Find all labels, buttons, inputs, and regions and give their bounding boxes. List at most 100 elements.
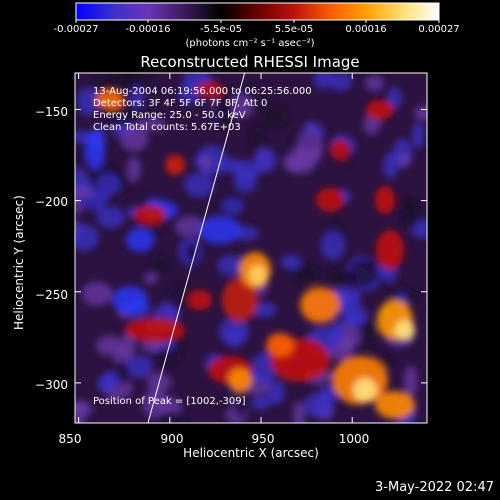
- image-intensity-patch: [328, 321, 344, 345]
- image-intensity-patch: [251, 352, 276, 385]
- image-intensity-patch: [228, 368, 252, 392]
- image-intensity-patch: [403, 365, 418, 396]
- image-intensity-patch: [376, 230, 404, 270]
- image-intensity-patch: [96, 172, 121, 196]
- image-intensity-patch: [320, 230, 346, 261]
- image-intensity-patch: [75, 185, 94, 199]
- image-intensity-patch: [199, 154, 213, 171]
- image-intensity-patch: [125, 318, 185, 342]
- image-intensity-patch: [233, 159, 261, 182]
- image-intensity-patch: [134, 205, 166, 225]
- image-intensity-patch: [212, 98, 233, 129]
- image-intensity-patch: [313, 73, 333, 90]
- image-intensity-patch: [196, 82, 224, 98]
- image-intensity-patch: [76, 87, 100, 116]
- image-intensity-patch: [293, 264, 320, 285]
- image-intensity-patch: [75, 399, 85, 423]
- image-intensity-patch: [165, 155, 185, 175]
- image-intensity-patch: [120, 124, 149, 152]
- image-intensity-patch: [75, 224, 100, 252]
- image-intensity-patch: [300, 287, 340, 323]
- image-intensity-patch: [130, 85, 145, 110]
- datestamp: 3-May-2022 02:47: [375, 480, 494, 495]
- image-intensity-patch: [140, 338, 168, 354]
- image-intensity-patch: [283, 151, 305, 173]
- image-intensity-patch: [174, 215, 204, 237]
- image-intensity-patch: [95, 335, 125, 356]
- plot-title: Reconstructed RHESSI Image: [140, 53, 360, 71]
- image-intensity-patch: [101, 370, 121, 387]
- image-intensity-patch: [254, 147, 277, 173]
- solar-limb-line: [147, 73, 246, 423]
- x-tick-label: 950: [251, 432, 275, 446]
- image-intensity-patch: [411, 121, 425, 150]
- image-intensity-patch: [234, 388, 247, 418]
- y-tick-label: −150: [35, 105, 68, 119]
- image-intensity-patch: [126, 156, 141, 183]
- image-intensity-patch: [183, 173, 215, 198]
- colorbar-unit: (photons cm⁻² s⁻¹ asec⁻²): [185, 38, 315, 49]
- image-intensity-patch: [328, 73, 353, 92]
- colorbar-tick-label: -5.5e-05: [200, 24, 242, 35]
- image-intensity-patch: [414, 105, 427, 121]
- image-intensity-patch: [96, 206, 126, 228]
- image-intensity-patch: [403, 199, 419, 230]
- image-intensity-patch: [261, 105, 289, 128]
- image-intensity-patch: [230, 92, 254, 119]
- colorbar-tick-label: -0.00027: [53, 24, 99, 35]
- image-intensity-patch: [365, 74, 385, 92]
- y-tick-label: −200: [35, 195, 68, 209]
- image-intensity-patch: [81, 281, 113, 306]
- image-intensity-patch: [222, 278, 258, 322]
- image-intensity-patch: [249, 265, 267, 285]
- image-intensity-patch: [126, 355, 153, 379]
- image-intensity-patch: [395, 320, 415, 340]
- image-intensity-patch: [185, 242, 198, 263]
- image-intensity-patch: [156, 411, 187, 423]
- x-tick-label: 1000: [338, 432, 370, 446]
- image-intensity-patch: [362, 320, 376, 349]
- image-intensity-patch: [375, 391, 415, 419]
- image-intensity-patch: [316, 188, 344, 212]
- image-intensity-patch: [219, 399, 232, 413]
- image-intensity-patch: [398, 151, 411, 168]
- image-intensity-patch: [126, 228, 154, 252]
- image-intensity-patch: [348, 259, 379, 288]
- image-intensity-patch: [266, 333, 294, 357]
- image-intensity-patch: [109, 73, 135, 84]
- colorbar-tick-label: 0.00016: [345, 24, 387, 35]
- image-intensity-patch: [108, 104, 137, 126]
- x-axis-label: Heliocentric X (arcsec): [183, 446, 319, 460]
- colorbar-tick-label: 0.00027: [418, 24, 460, 35]
- image-intensity-patch: [353, 378, 377, 402]
- image-intensity-patch: [366, 100, 394, 120]
- image-intensity-patch: [151, 254, 169, 272]
- image-intensity-patch: [296, 130, 324, 161]
- colorbar-gradient: [75, 2, 440, 21]
- clean-total-counts-text: Clean Total counts: 5.67E+03: [93, 122, 241, 133]
- y-tick-label: −300: [35, 378, 68, 392]
- image-intensity-patch: [224, 329, 245, 347]
- image-intensity-patch: [96, 90, 124, 110]
- y-tick-label: −250: [35, 288, 68, 302]
- image-intensity-patch: [198, 216, 242, 244]
- colorbar-tick-label: -0.00016: [125, 24, 171, 35]
- image-intensity-patch: [266, 380, 285, 405]
- image-intensity-patch: [375, 186, 395, 214]
- image-intensity-patch: [341, 306, 369, 325]
- image-intensity-patch: [250, 126, 265, 151]
- image-intensity-patch: [292, 401, 306, 423]
- colorbar-tick-label: 5.5e-05: [274, 24, 314, 35]
- image-intensity-patch: [280, 254, 302, 270]
- image-intensity-patch: [251, 396, 271, 410]
- energy-range-text: Energy Range: 25.0 - 50.0 keV: [93, 110, 246, 121]
- image-intensity-patch: [217, 255, 245, 276]
- detectors-text: Detectors: 3F 4F 5F 6F 7F 8F, Att 0: [93, 98, 268, 109]
- peak-position-text: Position of Peak = [1002,-309]: [93, 396, 246, 407]
- x-tick-label: 900: [160, 432, 184, 446]
- image-intensity-patch: [188, 290, 212, 310]
- x-tick-label: 850: [58, 432, 82, 446]
- colorbar: [75, 2, 440, 23]
- image-intensity-patch: [330, 140, 350, 160]
